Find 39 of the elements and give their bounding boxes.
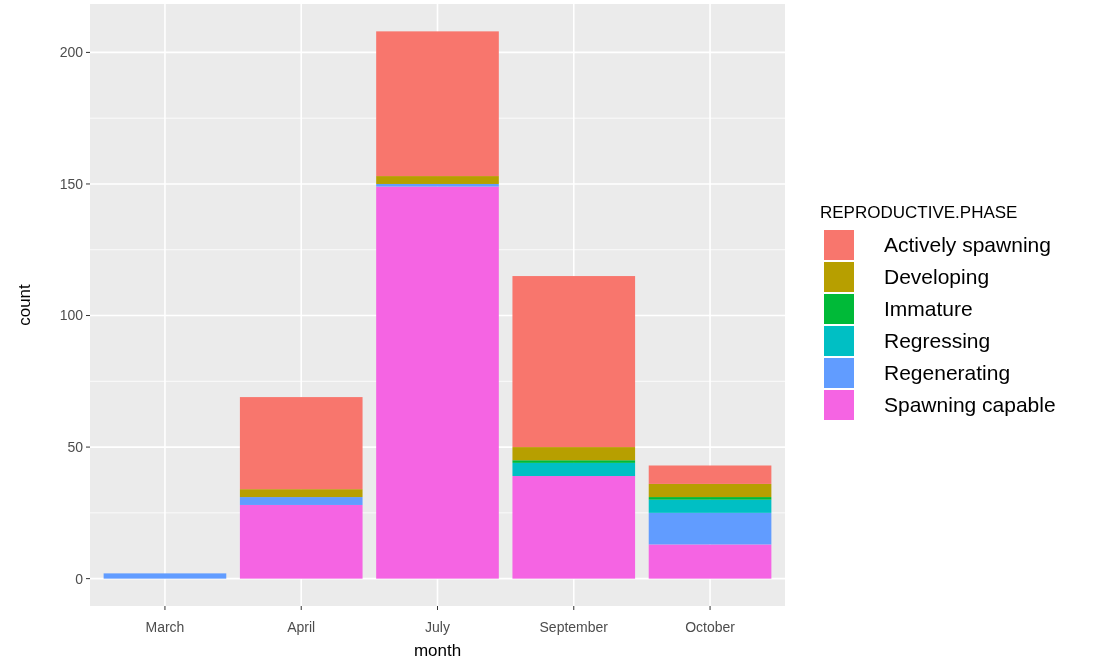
x-tick-label: July — [425, 619, 450, 635]
bar — [103, 573, 227, 579]
bar — [648, 483, 772, 498]
bar — [648, 465, 772, 484]
legend-label: Actively spawning — [884, 233, 1051, 257]
x-tick-label: September — [539, 619, 609, 635]
y-axis-title: count — [15, 283, 34, 326]
bar — [376, 176, 499, 184]
x-tick-label: October — [685, 619, 736, 635]
x-axis-title: month — [413, 641, 462, 660]
y-tick-label: 50 — [67, 438, 84, 455]
bar — [376, 31, 499, 177]
bar — [239, 397, 363, 490]
y-tick-label: 0 — [75, 570, 84, 587]
bar — [239, 497, 363, 505]
bar — [239, 489, 363, 498]
bar — [512, 276, 636, 448]
bar — [376, 183, 499, 187]
bar — [648, 544, 772, 579]
legend-label: Immature — [884, 297, 973, 321]
y-tick-label: 100 — [59, 307, 84, 324]
bar — [512, 447, 636, 461]
x-tick-label: March — [145, 619, 185, 635]
bar — [648, 512, 772, 545]
bar — [512, 476, 636, 579]
y-tick-label: 200 — [59, 44, 84, 61]
bar — [239, 504, 363, 579]
legend-title: REPRODUCTIVE.PHASE — [820, 203, 1018, 222]
legend-label: Regenerating — [884, 361, 1011, 385]
bar — [648, 499, 772, 513]
bar — [648, 497, 772, 500]
bar — [512, 462, 636, 477]
legend-label: Spawning capable — [884, 393, 1056, 417]
legend-label: Developing — [884, 265, 990, 289]
y-tick-label: 150 — [59, 175, 84, 192]
bar — [512, 460, 636, 463]
x-tick-label: April — [287, 619, 316, 635]
bar — [376, 186, 499, 579]
legend-label: Regressing — [884, 329, 991, 353]
